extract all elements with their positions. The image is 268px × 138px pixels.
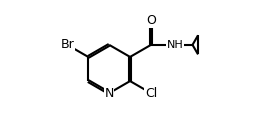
Text: O: O [146, 14, 156, 27]
Text: N: N [105, 87, 114, 100]
Text: NH: NH [167, 40, 184, 50]
Text: Br: Br [61, 38, 74, 51]
Text: Cl: Cl [145, 87, 157, 100]
